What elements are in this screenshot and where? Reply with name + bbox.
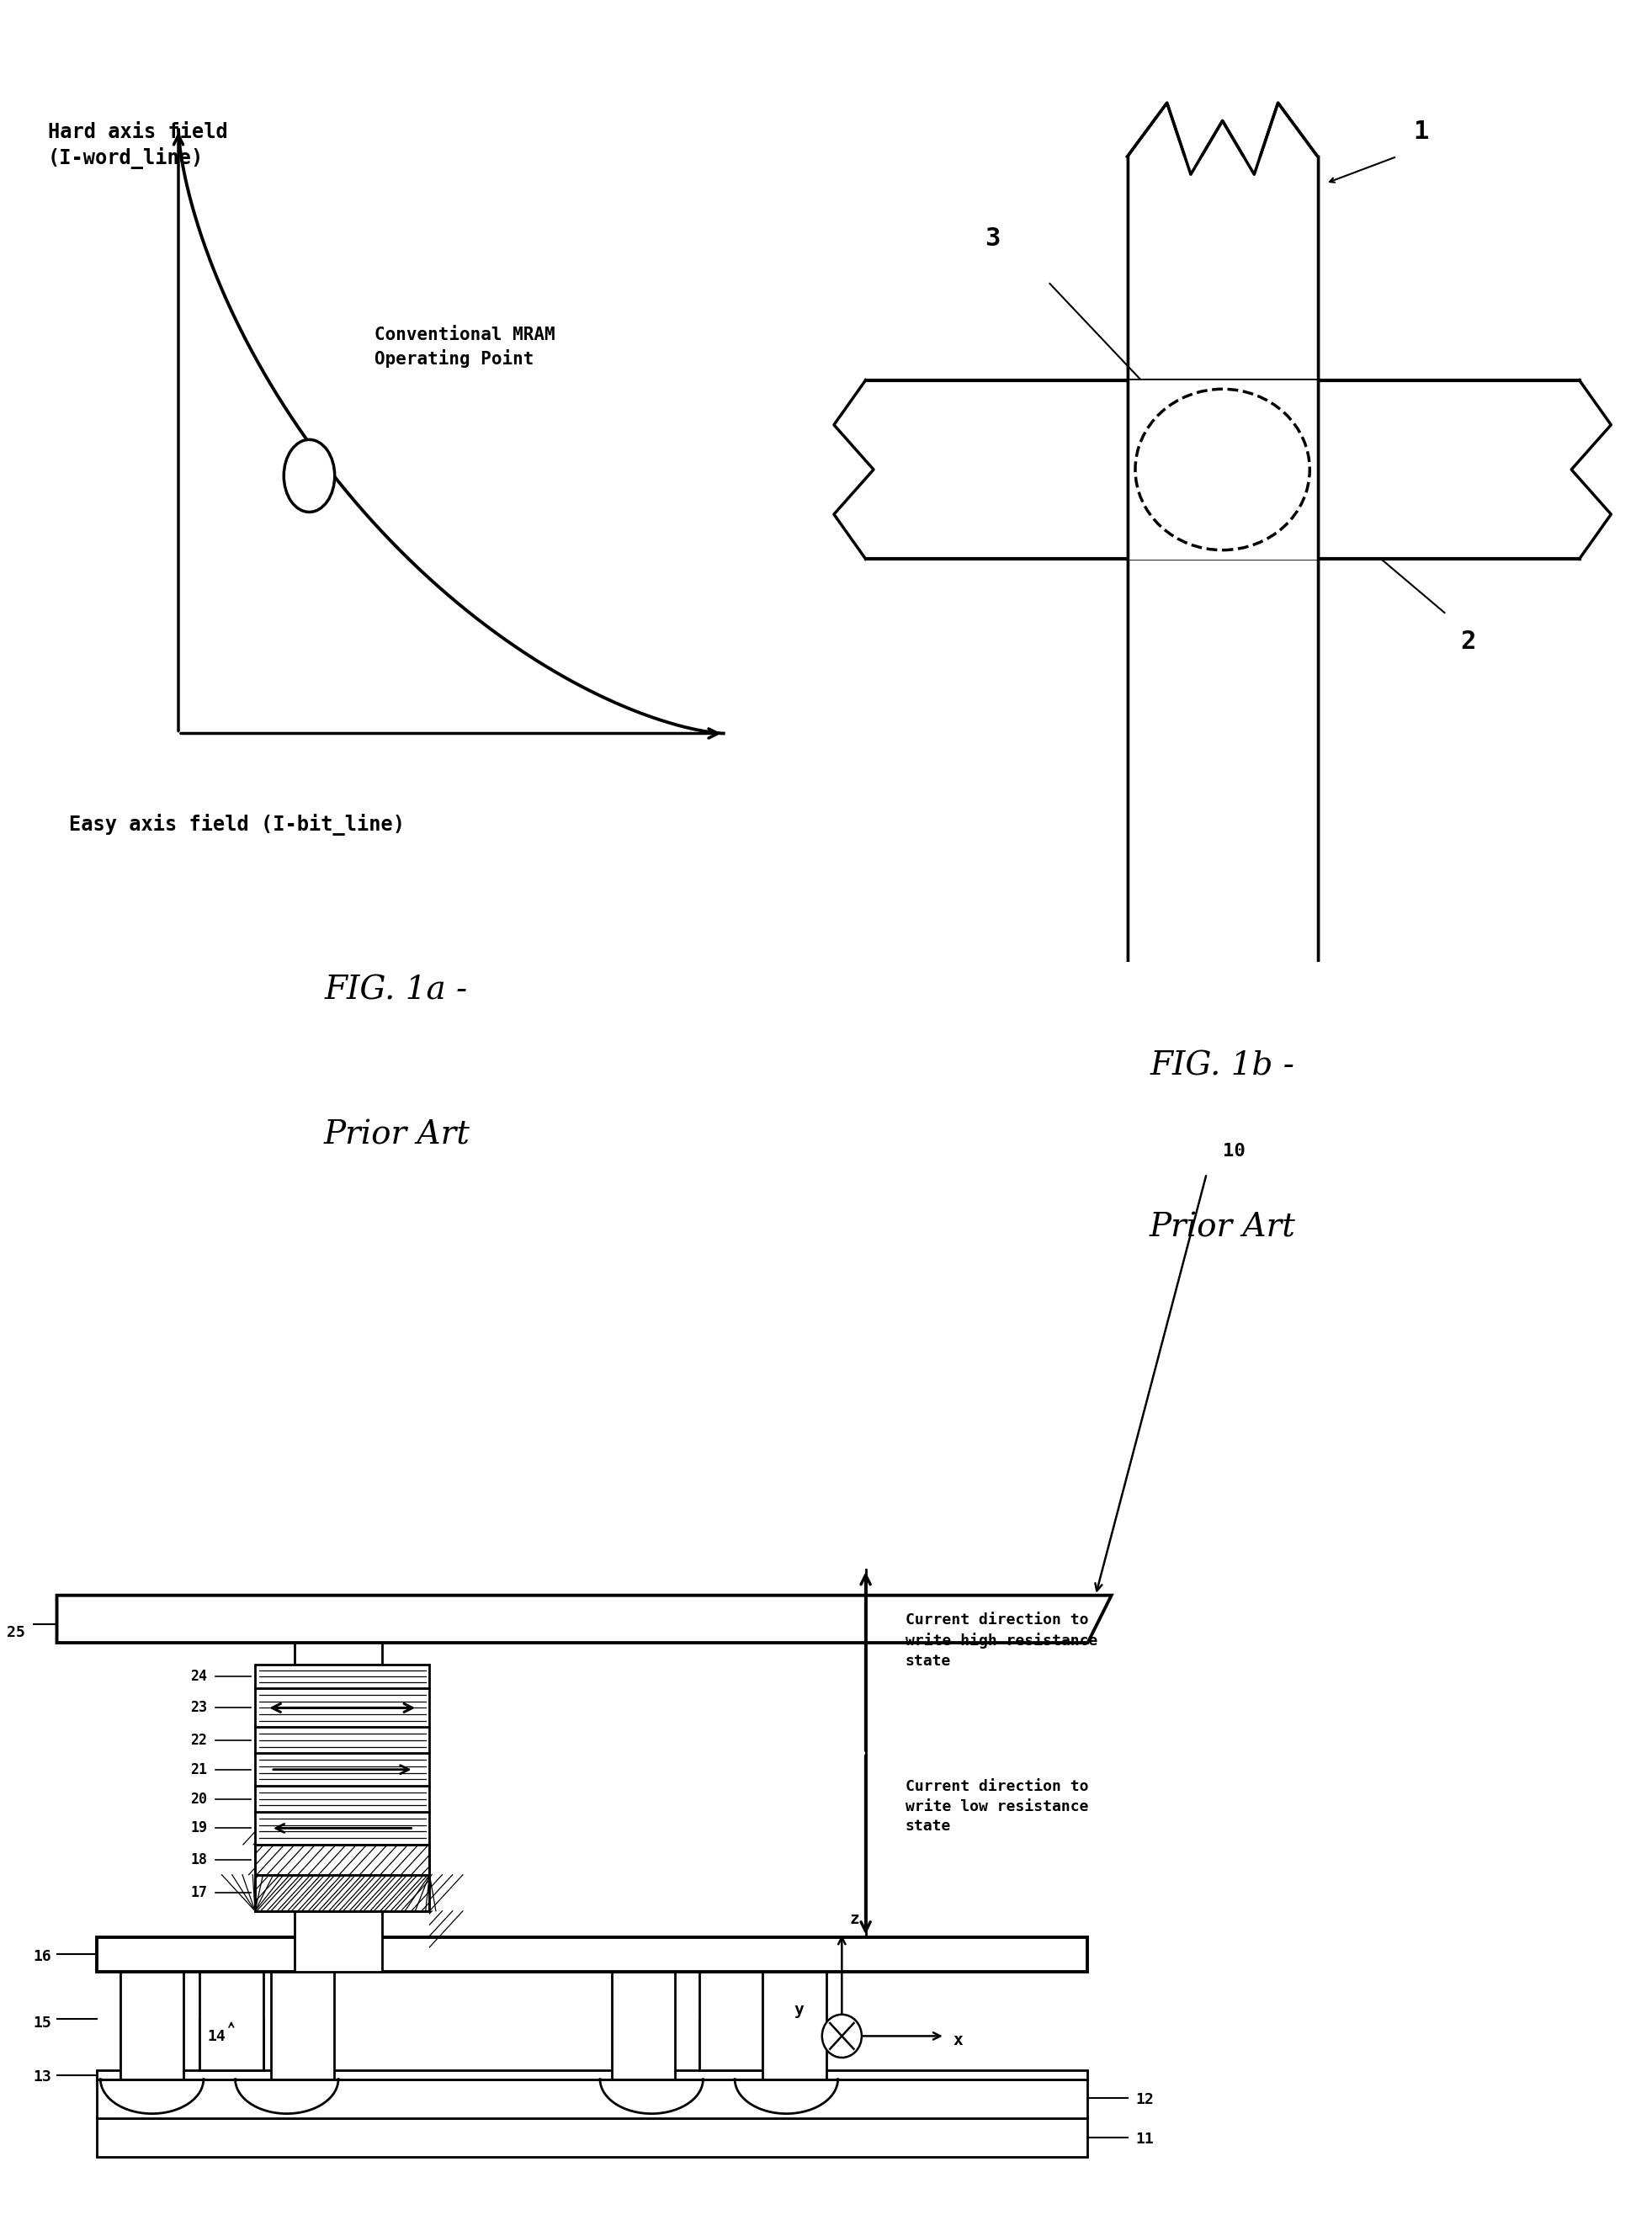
Bar — [254, 1811, 430, 1845]
Text: y: y — [795, 2001, 805, 2017]
Text: Hard axis field
(I-word_line): Hard axis field (I-word_line) — [48, 121, 228, 168]
Ellipse shape — [284, 440, 335, 512]
Polygon shape — [56, 1594, 1112, 1643]
Bar — [96, 1936, 1087, 1972]
Text: 15: 15 — [33, 2015, 51, 2030]
Bar — [254, 1845, 430, 1874]
Bar — [96, 2071, 1087, 2079]
Text: 10: 10 — [1222, 1143, 1246, 1160]
Text: Easy axis field (I-bit_line): Easy axis field (I-bit_line) — [69, 814, 405, 836]
Text: 16: 16 — [33, 1950, 51, 1965]
Text: 2: 2 — [1460, 628, 1475, 653]
Text: 22: 22 — [190, 1733, 208, 1749]
Ellipse shape — [823, 2015, 862, 2057]
Text: Current direction to
write low resistance
state: Current direction to write low resistanc… — [905, 1780, 1089, 1834]
Text: FIG. 1b -: FIG. 1b - — [1150, 1051, 1295, 1082]
Text: 12: 12 — [1135, 2093, 1153, 2109]
Text: 19: 19 — [190, 1820, 208, 1836]
Bar — [254, 1688, 430, 1726]
Text: 18: 18 — [190, 1851, 208, 1867]
Text: 13: 13 — [33, 2068, 51, 2084]
Bar — [611, 1972, 676, 2079]
Text: 20: 20 — [190, 1791, 208, 1807]
Text: 21: 21 — [190, 1762, 208, 1778]
Text: 17: 17 — [190, 1885, 208, 1901]
Text: 14: 14 — [208, 2028, 226, 2044]
Bar — [699, 2019, 763, 2079]
Text: Conventional MRAM
Operating Point: Conventional MRAM Operating Point — [375, 326, 555, 367]
Text: 25: 25 — [7, 1626, 25, 1639]
Bar — [254, 1845, 430, 1874]
Text: 11: 11 — [1135, 2133, 1153, 2147]
Bar — [271, 1972, 334, 2079]
Text: 3: 3 — [985, 226, 999, 250]
Text: 24: 24 — [190, 1668, 208, 1684]
Bar — [294, 1912, 382, 1972]
Bar — [699, 1972, 763, 2071]
Text: x: x — [953, 2033, 963, 2048]
Bar — [294, 1643, 382, 1664]
Ellipse shape — [1135, 389, 1310, 550]
Bar — [96, 2117, 1087, 2158]
Text: 23: 23 — [190, 1699, 208, 1715]
Text: 1: 1 — [1412, 119, 1429, 143]
Bar — [254, 1664, 430, 1688]
Bar — [763, 1972, 826, 2079]
Bar — [254, 1753, 430, 1787]
Text: Prior Art: Prior Art — [1150, 1212, 1295, 1243]
Bar — [121, 1972, 183, 2079]
Bar — [254, 1787, 430, 1811]
Bar — [254, 1874, 430, 1912]
Text: Prior Art: Prior Art — [324, 1120, 469, 1152]
Text: z: z — [849, 1912, 859, 1927]
Bar — [200, 1972, 263, 2071]
Bar — [200, 2019, 263, 2079]
Text: Current direction to
write high resistance
state: Current direction to write high resistan… — [905, 1612, 1097, 1668]
Bar — [254, 1726, 430, 1753]
Bar — [254, 1874, 430, 1912]
Text: FIG. 1a -: FIG. 1a - — [325, 975, 468, 1006]
Bar — [96, 2079, 1087, 2117]
